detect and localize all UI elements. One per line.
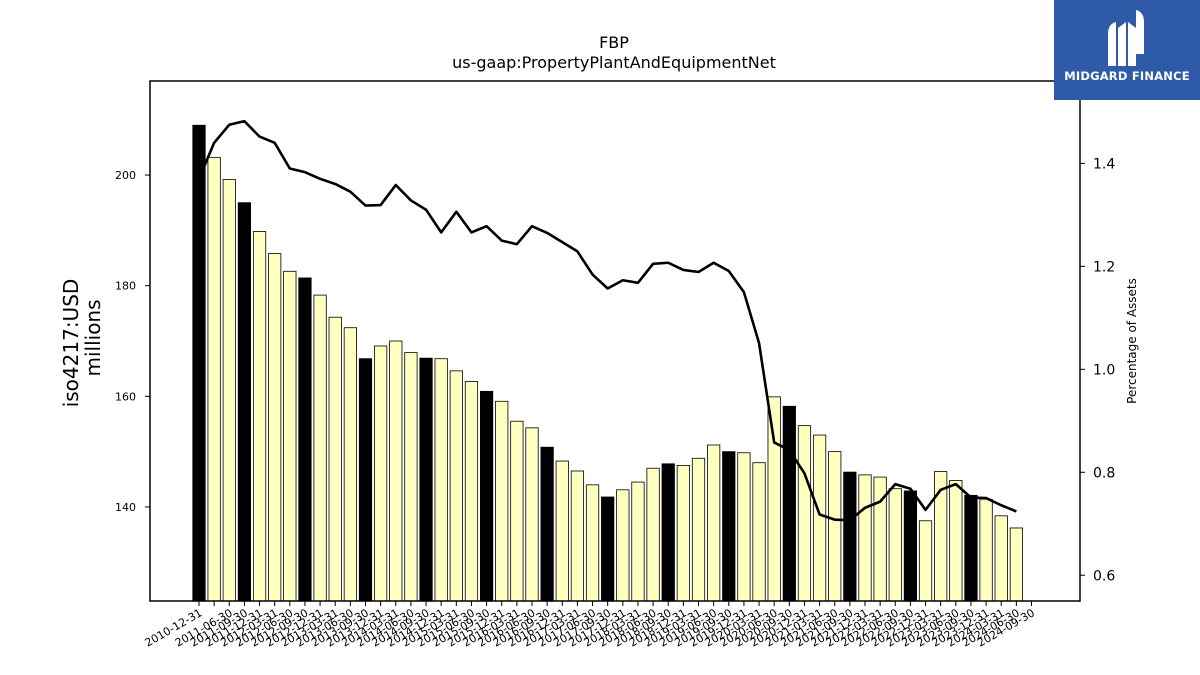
bar: [479, 390, 494, 602]
left-axis: 140 160 180 200: [115, 169, 150, 514]
bar: [918, 520, 933, 602]
bar: [525, 427, 539, 602]
left-tick-label: 180: [115, 280, 136, 293]
midgard-logo-icon: [1108, 10, 1144, 66]
bar: [585, 484, 600, 602]
bar: [555, 460, 569, 602]
bar: [691, 457, 706, 602]
bar: [979, 498, 993, 602]
bar: [192, 124, 206, 602]
right-tick-label: 0.6: [1093, 568, 1115, 584]
bar: [540, 446, 554, 602]
bar: [782, 405, 796, 602]
bar: [616, 489, 630, 602]
right-axis-label: Percentage of Assets: [1125, 278, 1139, 404]
bar: [843, 471, 857, 602]
bar: [419, 357, 433, 602]
left-axis-unit: millions: [81, 299, 105, 376]
bar: [268, 253, 282, 602]
bar: [964, 494, 978, 602]
right-axis: 0.6 0.8 1.0 1.2 1.4: [1080, 156, 1115, 584]
bar: [903, 490, 918, 602]
bar: [994, 515, 1008, 602]
bar: [646, 467, 660, 602]
bar: [449, 370, 463, 602]
left-tick-label: 140: [115, 501, 136, 514]
bar: [389, 340, 403, 602]
bar: [661, 463, 675, 602]
bar: [1009, 527, 1023, 602]
bar-series: [192, 124, 1023, 602]
bar: [570, 470, 585, 602]
left-tick-label: 160: [115, 390, 136, 403]
logo-text: MIDGARD FINANCE: [1064, 69, 1190, 83]
bar: [374, 345, 388, 602]
bar: [434, 358, 448, 602]
bar: [858, 474, 872, 602]
bar: [812, 434, 827, 602]
bar: [343, 327, 357, 602]
bar: [510, 420, 524, 602]
bar: [676, 465, 690, 602]
bar: [722, 451, 736, 602]
bar: [328, 316, 342, 602]
right-tick-label: 0.8: [1093, 465, 1115, 481]
x-axis: 2010-12-312011-06-302011-09-302011-12-31…: [143, 601, 1037, 650]
bar: [252, 231, 267, 602]
right-tick-label: 1.2: [1093, 259, 1115, 275]
bar: [207, 156, 221, 602]
bar: [601, 496, 615, 602]
bar: [631, 481, 645, 602]
midgard-logo: MIDGARD FINANCE: [1054, 0, 1200, 100]
left-axis-label: iso4217:USD: [59, 279, 83, 408]
bar: [737, 452, 751, 602]
right-tick-label: 1.0: [1093, 362, 1115, 378]
right-tick-label: 1.4: [1093, 156, 1115, 172]
bar: [404, 352, 418, 602]
bar: [767, 396, 781, 602]
bar: [888, 488, 902, 602]
chart-title: FBP: [599, 33, 629, 52]
bar: [237, 202, 252, 602]
left-tick-label: 200: [115, 169, 136, 182]
bar: [495, 400, 509, 602]
chart-subtitle: us-gaap:PropertyPlantAndEquipmentNet: [452, 53, 776, 72]
bar: [283, 270, 297, 602]
bar: [707, 444, 721, 602]
bar: [949, 480, 963, 602]
bar: [797, 425, 812, 602]
bar: [464, 380, 479, 602]
bar: [358, 358, 373, 602]
bar: [828, 451, 842, 602]
bar: [752, 462, 766, 602]
plot-frame: [149, 80, 1081, 602]
bar: [298, 277, 312, 602]
bar: [222, 179, 236, 602]
line-series: [197, 119, 1017, 522]
bar: [313, 294, 327, 602]
percentage-line: [197, 119, 1017, 522]
